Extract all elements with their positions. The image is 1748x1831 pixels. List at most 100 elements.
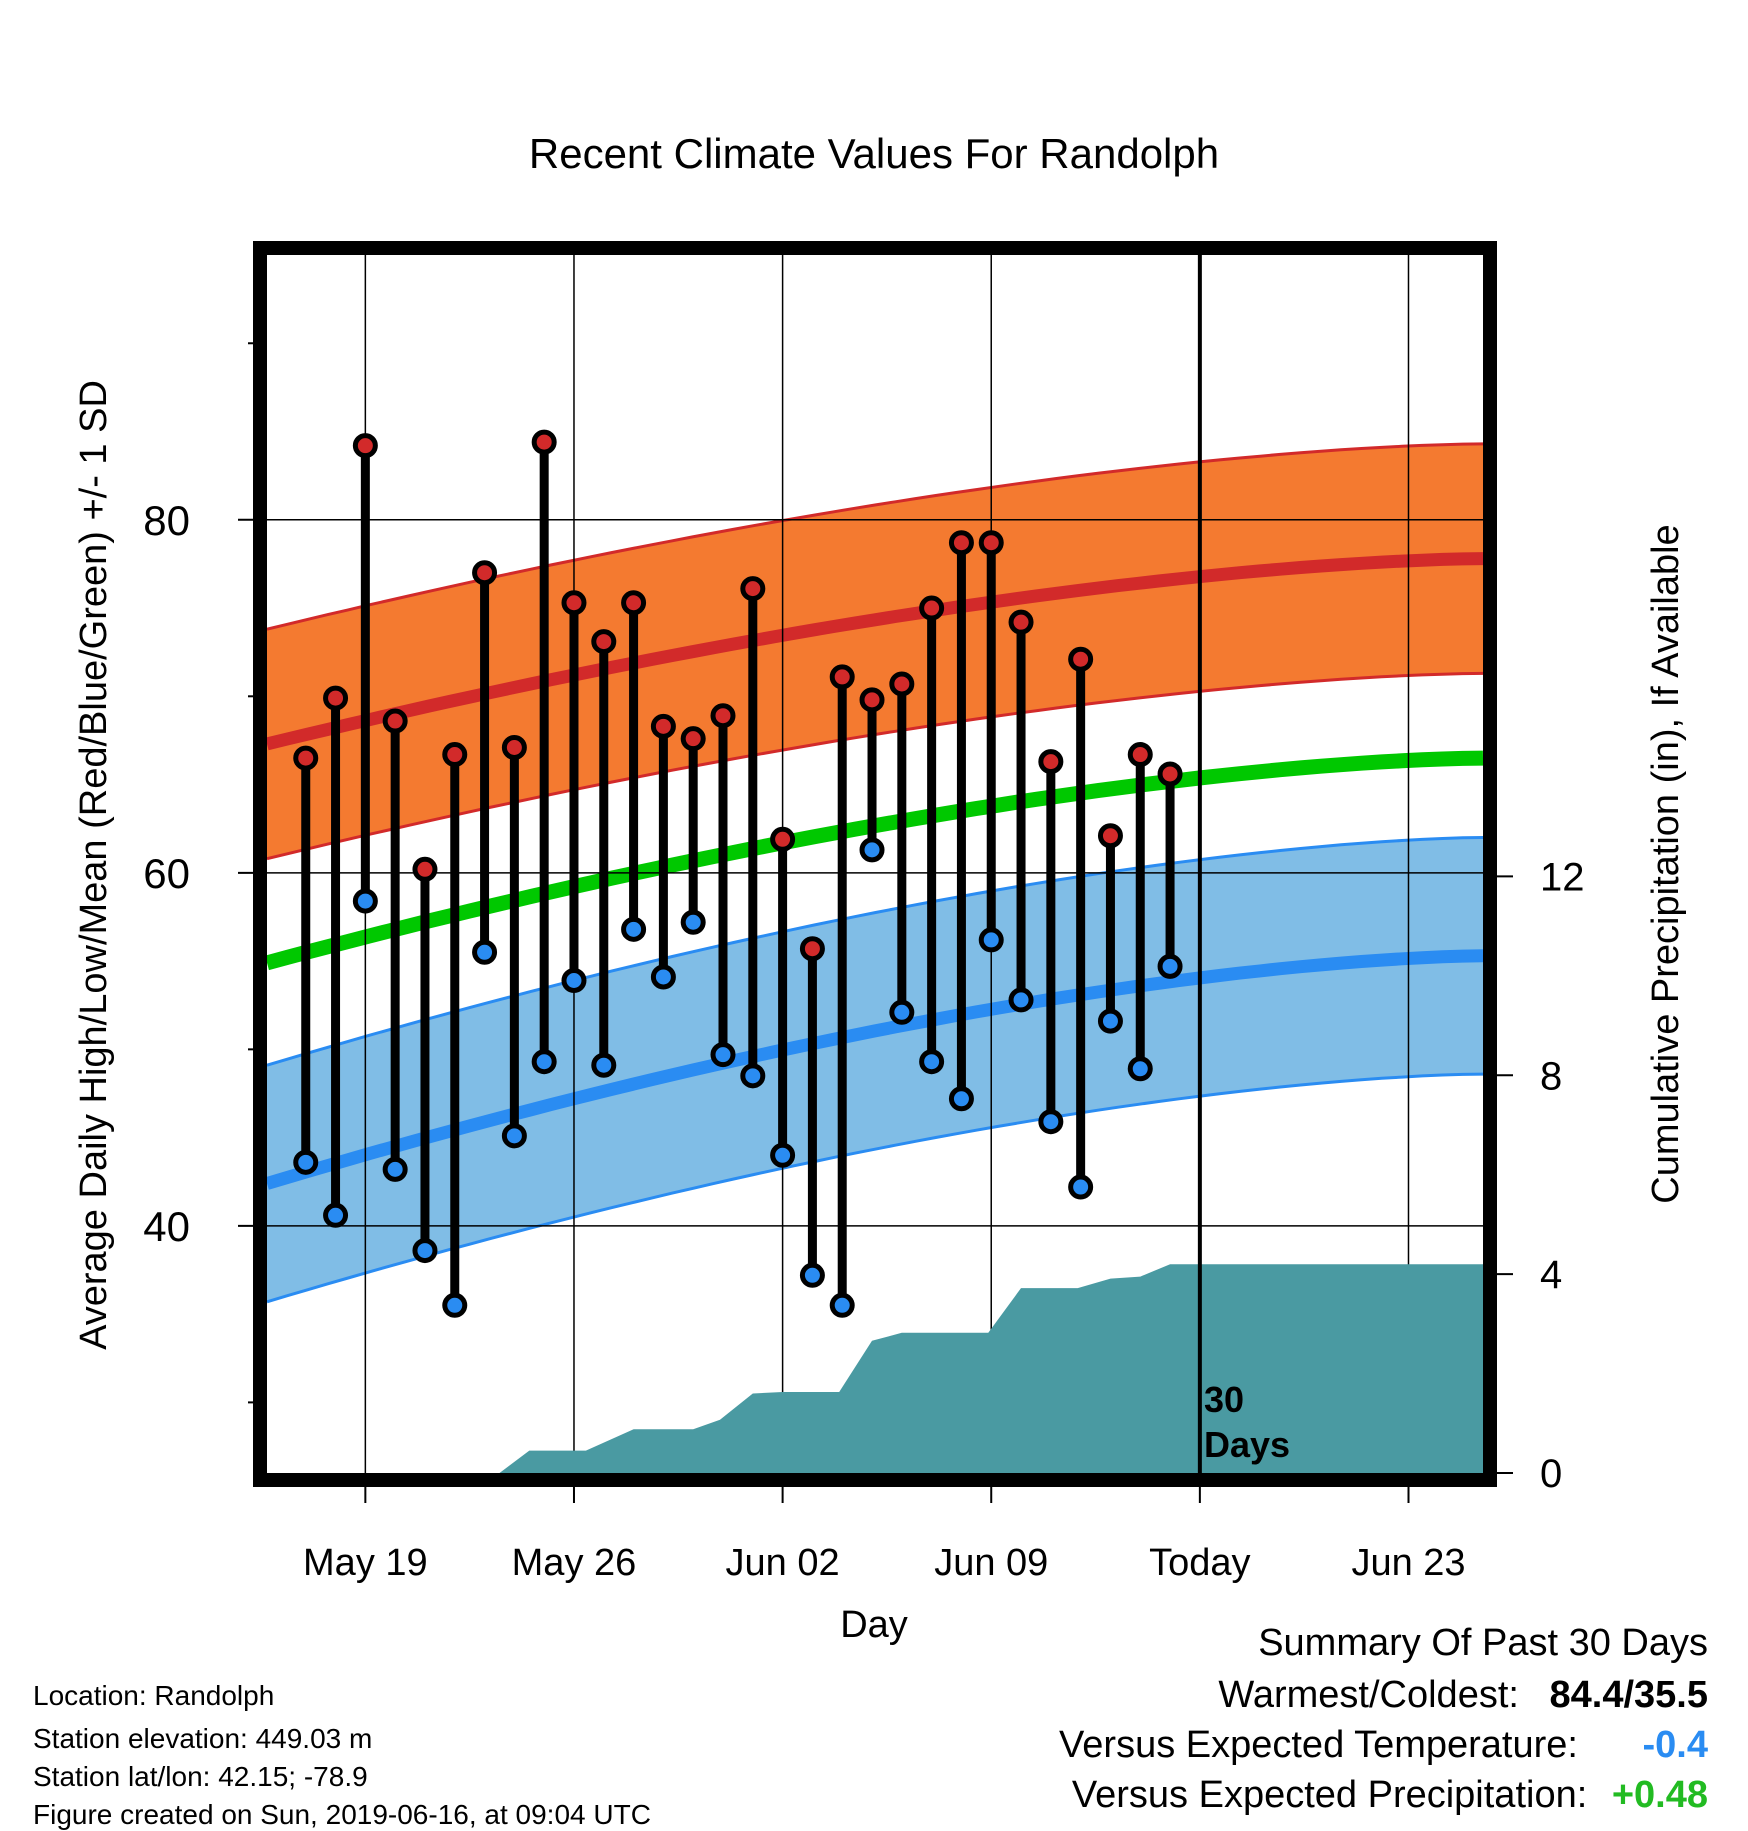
precip-area [267, 1264, 1483, 1473]
y-right-tick-label: 12 [1540, 855, 1585, 899]
daily-high-point [1068, 646, 1094, 672]
summary-temp-value: -0.4 [1642, 1724, 1708, 1766]
daily-high-point [531, 429, 557, 455]
daily-low-point [1068, 1174, 1094, 1200]
daily-high-point [561, 590, 587, 616]
daily-high-point [1157, 761, 1183, 787]
daily-high-point [710, 703, 736, 729]
info-latlon: Station lat/lon: 42.15; -78.9 [33, 1761, 368, 1792]
y-axis-label-left: Average Daily High/Low/Mean (Red/Blue/Gr… [73, 380, 115, 1350]
daily-low-point [948, 1086, 974, 1112]
x-tick-label: Jun 02 [726, 1542, 840, 1584]
daily-high-point [1097, 823, 1123, 849]
daily-high-point [1008, 609, 1034, 635]
normal-low-line [267, 949, 1483, 1190]
daily-low-point [412, 1238, 438, 1264]
daily-high-point [799, 936, 825, 962]
daily-low-point [919, 1049, 945, 1075]
daily-high-point [829, 664, 855, 690]
daily-low-point [561, 968, 587, 994]
daily-high-point [412, 856, 438, 882]
daily-high-point [323, 685, 349, 711]
daily-high-point [501, 734, 527, 760]
daily-low-point [680, 909, 706, 935]
x-tick-label: Jun 09 [934, 1542, 1048, 1584]
x-tick-label: Jun 23 [1351, 1542, 1465, 1584]
y-left-tick-label: 40 [143, 1203, 190, 1250]
daily-low-point [740, 1063, 766, 1089]
daily-low-point [799, 1262, 825, 1288]
summary-heading: Summary Of Past 30 Days [1258, 1622, 1708, 1664]
daily-low-point [591, 1052, 617, 1078]
daily-low-point [442, 1292, 468, 1318]
y-left-tick-label: 80 [143, 497, 190, 544]
x-tick-label: May 26 [512, 1542, 637, 1584]
daily-high-point [621, 590, 647, 616]
y-right-tick-label: 0 [1540, 1452, 1562, 1496]
y-right-tick-label: 4 [1540, 1253, 1562, 1297]
daily-low-point [621, 916, 647, 942]
daily-low-point [978, 927, 1004, 953]
today-label-line2: Days [1204, 1424, 1290, 1465]
daily-high-point [859, 687, 885, 713]
summary-precip-value: +0.48 [1611, 1774, 1708, 1816]
info-created: Figure created on Sun, 2019-06-16, at 09… [33, 1799, 651, 1830]
info-elevation: Station elevation: 449.03 m [33, 1723, 373, 1754]
daily-high-point [1038, 749, 1064, 775]
daily-low-point [531, 1049, 557, 1075]
y-right-tick-label: 8 [1540, 1054, 1562, 1098]
summary-precip: Versus Expected Precipitation: +0.48 [1072, 1774, 1708, 1817]
daily-low-point [323, 1202, 349, 1228]
daily-high-point [591, 629, 617, 655]
summary-warm-cold-label: Warmest/Coldest: [1218, 1674, 1519, 1716]
daily-low-point [710, 1042, 736, 1068]
daily-low-point [472, 939, 498, 965]
summary-warm-cold: Warmest/Coldest: 84.4/35.5 [1218, 1674, 1708, 1717]
summary-precip-label: Versus Expected Precipitation: [1071, 1774, 1588, 1816]
info-location: Location: Randolph [33, 1680, 275, 1711]
daily-low-point [1127, 1056, 1153, 1082]
normal-low-band-lower [267, 1072, 1483, 1304]
daily-high-point [948, 530, 974, 556]
daily-low-point [889, 999, 915, 1025]
daily-high-point [382, 708, 408, 734]
daily-high-point [442, 742, 468, 768]
normal-high-band-upper [267, 442, 1483, 631]
daily-low-point [829, 1292, 855, 1318]
daily-low-point [650, 964, 676, 990]
daily-high-point [472, 560, 498, 586]
daily-low-point [859, 837, 885, 863]
daily-high-point [1127, 742, 1153, 768]
normal-low-band-upper [267, 836, 1483, 1067]
normal-high-line [267, 552, 1483, 751]
daily-high-point [293, 745, 319, 771]
daily-low-point [501, 1123, 527, 1149]
daily-low-point [770, 1142, 796, 1168]
y-left-tick-label: 60 [143, 850, 190, 897]
normal-low-band [267, 837, 1483, 1302]
daily-low-point [293, 1149, 319, 1175]
daily-low-point [1157, 953, 1183, 979]
daily-low-point [1038, 1109, 1064, 1135]
y-axis-label-right: Cumulative Precipitation (in), If Availa… [1645, 524, 1687, 1203]
x-tick-label: May 19 [303, 1542, 428, 1584]
daily-high-point [978, 530, 1004, 556]
daily-high-point [889, 671, 915, 697]
daily-high-point [919, 595, 945, 621]
today-label-line1: 30 [1204, 1379, 1244, 1420]
daily-low-point [382, 1156, 408, 1182]
daily-high-point [770, 826, 796, 852]
daily-high-point [680, 726, 706, 752]
daily-high-point [740, 576, 766, 602]
x-axis-label: Day [840, 1604, 908, 1646]
plot-frame [253, 241, 1497, 1487]
x-tick-label: Today [1149, 1542, 1250, 1584]
chart-title: Recent Climate Values For Randolph [528, 130, 1220, 177]
daily-low-point [1097, 1008, 1123, 1034]
daily-high-point [352, 433, 378, 459]
daily-low-point [352, 888, 378, 914]
daily-high-point [650, 713, 676, 739]
summary-temp-label: Versus Expected Temperature: [1059, 1724, 1578, 1766]
daily-low-point [1008, 987, 1034, 1013]
